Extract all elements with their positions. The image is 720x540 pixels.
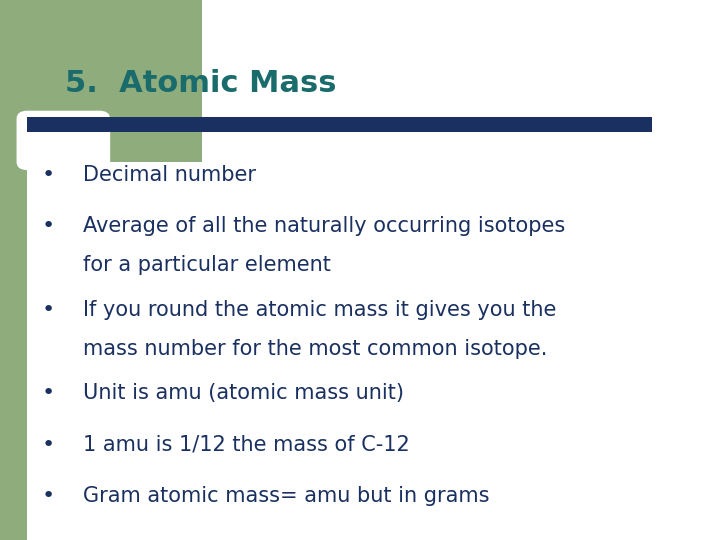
Text: •: • bbox=[42, 300, 55, 320]
Text: •: • bbox=[42, 165, 55, 185]
FancyBboxPatch shape bbox=[17, 111, 110, 170]
Text: for a particular element: for a particular element bbox=[83, 255, 330, 275]
Text: If you round the atomic mass it gives you the: If you round the atomic mass it gives yo… bbox=[83, 300, 556, 320]
Bar bbox=[0, 0, 27, 540]
Text: Average of all the naturally occurring isotopes: Average of all the naturally occurring i… bbox=[83, 216, 565, 236]
Text: •: • bbox=[42, 435, 55, 455]
Text: mass number for the most common isotope.: mass number for the most common isotope. bbox=[83, 339, 547, 359]
Text: Decimal number: Decimal number bbox=[83, 165, 256, 185]
Text: •: • bbox=[42, 216, 55, 236]
Text: •: • bbox=[42, 486, 55, 506]
Text: •: • bbox=[42, 383, 55, 403]
Text: Unit is amu (atomic mass unit): Unit is amu (atomic mass unit) bbox=[83, 383, 404, 403]
Bar bbox=[0, 0, 202, 162]
Bar bbox=[27, 117, 652, 132]
Text: 1 amu is 1/12 the mass of C-12: 1 amu is 1/12 the mass of C-12 bbox=[83, 435, 410, 455]
Text: Gram atomic mass= amu but in grams: Gram atomic mass= amu but in grams bbox=[83, 486, 490, 506]
Text: 5.  Atomic Mass: 5. Atomic Mass bbox=[65, 69, 336, 98]
